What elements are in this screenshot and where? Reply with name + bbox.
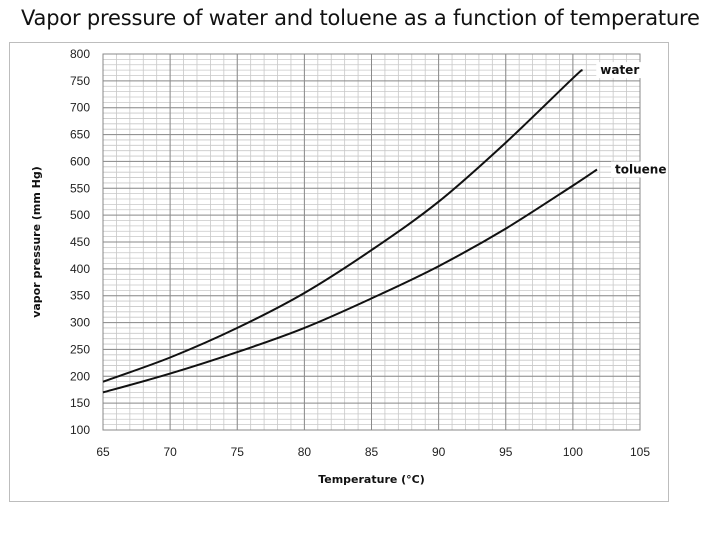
y-axis-title: vapor pressure (mm Hg) xyxy=(30,166,43,318)
y-tick-label: 500 xyxy=(70,208,90,222)
plot-area-border xyxy=(102,53,641,431)
x-axis-title: Temperature (°C) xyxy=(318,473,425,486)
chart-frame: 65 70 75 80 85 90 95 100 105 100 150 200 250 300 350 4… xyxy=(9,42,669,502)
y-tick-label: 750 xyxy=(70,74,90,88)
series-label-bg-water xyxy=(596,62,643,79)
x-tick-label: 105 xyxy=(630,445,650,459)
chart-title: Vapor pressure of water and toluene as a… xyxy=(21,6,700,30)
x-axis-tick-labels: 65 70 75 80 85 90 95 100 105 xyxy=(96,445,650,459)
y-tick-label: 250 xyxy=(70,342,90,356)
x-tick-label: 75 xyxy=(231,445,245,459)
series-label-water: water xyxy=(600,63,639,77)
x-tick-label: 65 xyxy=(96,445,110,459)
x-tick-label: 100 xyxy=(563,445,583,459)
y-tick-label: 450 xyxy=(70,235,90,249)
series-label-bg-toluene xyxy=(611,161,668,178)
series-line-toluene xyxy=(102,168,598,394)
x-tick-label: 85 xyxy=(365,445,379,459)
series-line-water xyxy=(102,69,583,383)
x-tick-label: 90 xyxy=(432,445,446,459)
series-label-toluene: toluene xyxy=(615,162,666,176)
major-gridlines xyxy=(102,53,641,431)
y-tick-label: 400 xyxy=(70,262,90,276)
x-tick-label: 80 xyxy=(298,445,312,459)
y-axis-tick-labels: 100 150 200 250 300 350 400 450 500 550 600 650 700 7… xyxy=(70,47,90,437)
series-lines xyxy=(102,69,598,394)
y-tick-label: 150 xyxy=(70,396,90,410)
y-tick-label: 300 xyxy=(70,316,90,330)
chart-plot: 65 70 75 80 85 90 95 100 105 100 150 200 250 300 350 4… xyxy=(30,47,668,486)
x-tick-label: 70 xyxy=(163,445,177,459)
y-tick-label: 600 xyxy=(70,154,90,168)
y-tick-label: 200 xyxy=(70,369,90,383)
x-tick-label: 95 xyxy=(499,445,513,459)
y-tick-label: 800 xyxy=(70,47,90,61)
y-tick-label: 550 xyxy=(70,181,90,195)
series-labels: water toluene xyxy=(596,62,668,178)
y-tick-label: 350 xyxy=(70,289,90,303)
y-tick-label: 700 xyxy=(70,101,90,115)
y-tick-label: 100 xyxy=(70,423,90,437)
y-tick-label: 650 xyxy=(70,128,90,142)
